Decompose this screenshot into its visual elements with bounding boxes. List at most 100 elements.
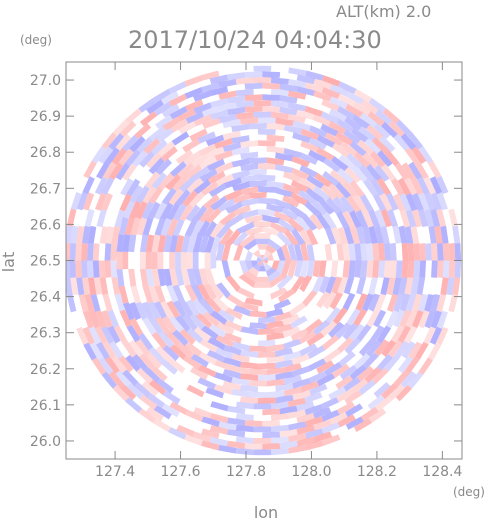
radar-cell	[253, 77, 272, 84]
radar-cell	[257, 174, 276, 182]
radar-cell	[257, 163, 276, 170]
radar-cell	[288, 78, 307, 88]
radar-cell	[184, 75, 203, 87]
radar-cell	[290, 192, 308, 206]
radar-cell	[118, 148, 134, 166]
radar-cell	[436, 243, 444, 261]
y-tick-label: 26.8	[30, 145, 61, 161]
radar-cell	[362, 152, 379, 169]
radar-cell	[344, 116, 363, 131]
radar-cell	[452, 277, 461, 296]
radar-cell	[271, 447, 290, 456]
radar-cell	[338, 351, 356, 367]
radar-cell	[249, 322, 267, 330]
radar-cell	[288, 433, 307, 443]
radar-cell	[387, 208, 399, 228]
radar-cell	[338, 154, 356, 170]
radar-cell	[111, 356, 127, 374]
radar-cell	[198, 235, 209, 253]
radar-cell	[151, 331, 167, 349]
radar-cell	[419, 260, 427, 278]
radar-cell	[88, 326, 102, 345]
radar-cell	[418, 310, 430, 329]
radar-cell	[240, 174, 259, 183]
radar-cell	[175, 189, 191, 206]
radar-cell	[401, 341, 416, 359]
radar-cell	[270, 401, 289, 410]
radar-cell	[424, 192, 436, 211]
radar-cell	[210, 235, 222, 253]
radar-cell	[206, 146, 225, 159]
radar-cell	[217, 309, 235, 323]
radar-cell	[154, 114, 173, 130]
radar-cell	[257, 255, 263, 261]
radar-cell	[352, 114, 370, 130]
radar-cell	[199, 338, 218, 353]
radar-cell	[153, 201, 167, 220]
radar-cell	[281, 207, 299, 221]
radar-cell	[257, 140, 276, 147]
radar-cell	[70, 192, 82, 211]
radar-cell	[416, 277, 426, 296]
radar-cell	[209, 413, 229, 424]
radar-cell	[344, 337, 361, 355]
radar-cell	[145, 352, 163, 369]
radar-cell	[342, 323, 359, 340]
radar-cell	[143, 138, 161, 155]
radar-cell	[138, 97, 157, 113]
radar-cell	[239, 384, 259, 393]
radar-cell	[147, 393, 165, 409]
radar-cell	[332, 142, 350, 158]
radar-cell	[156, 127, 174, 143]
radar-cell	[411, 209, 423, 228]
radar-cell	[184, 434, 203, 446]
radar-cell	[69, 243, 77, 261]
radar-cell	[404, 177, 418, 196]
radar-cell	[304, 416, 324, 427]
radar-cell	[136, 136, 153, 154]
radar-cell	[249, 191, 267, 199]
radar-cell	[160, 91, 179, 105]
radar-cell	[306, 243, 315, 261]
radar-cell	[104, 356, 120, 374]
radar-cell	[104, 147, 120, 165]
radar-cell	[253, 221, 272, 227]
radar-cell	[436, 260, 444, 278]
radar-cell	[325, 306, 342, 324]
radar-cell	[115, 162, 130, 181]
radar-cell	[113, 325, 128, 344]
radar-cell	[231, 146, 250, 156]
radar-cell	[257, 186, 276, 193]
radar-cell	[124, 108, 143, 124]
radar-cell	[227, 417, 246, 426]
radar-cell	[135, 339, 151, 357]
radar-cell	[407, 260, 415, 278]
radar-cell	[81, 260, 88, 278]
radar-cell	[186, 384, 205, 398]
radar-cell	[371, 136, 389, 154]
radar-cell	[102, 161, 117, 180]
radar-cell	[153, 301, 167, 320]
radar-cell	[424, 310, 436, 329]
radar-cell	[160, 146, 178, 162]
radar-cell	[349, 226, 361, 245]
radar-cell	[240, 373, 259, 381]
radar-cell	[192, 298, 208, 316]
radar-cell	[111, 226, 121, 244]
radar-cell	[193, 114, 213, 127]
radar-cell	[274, 347, 294, 358]
radar-cell	[397, 177, 411, 196]
radar-cell	[193, 102, 212, 114]
radar-cell	[135, 301, 148, 320]
radar-cell	[225, 275, 241, 292]
radar-cell	[320, 111, 340, 124]
radar-cell	[238, 260, 249, 274]
radar-cell	[165, 173, 182, 191]
radar-cell	[454, 260, 462, 278]
radar-cell	[448, 208, 458, 227]
radar-cell	[152, 418, 171, 433]
radar-cell	[337, 106, 356, 120]
radar-cell	[138, 353, 155, 370]
radar-cell	[288, 90, 307, 100]
radar-cell	[118, 285, 129, 304]
